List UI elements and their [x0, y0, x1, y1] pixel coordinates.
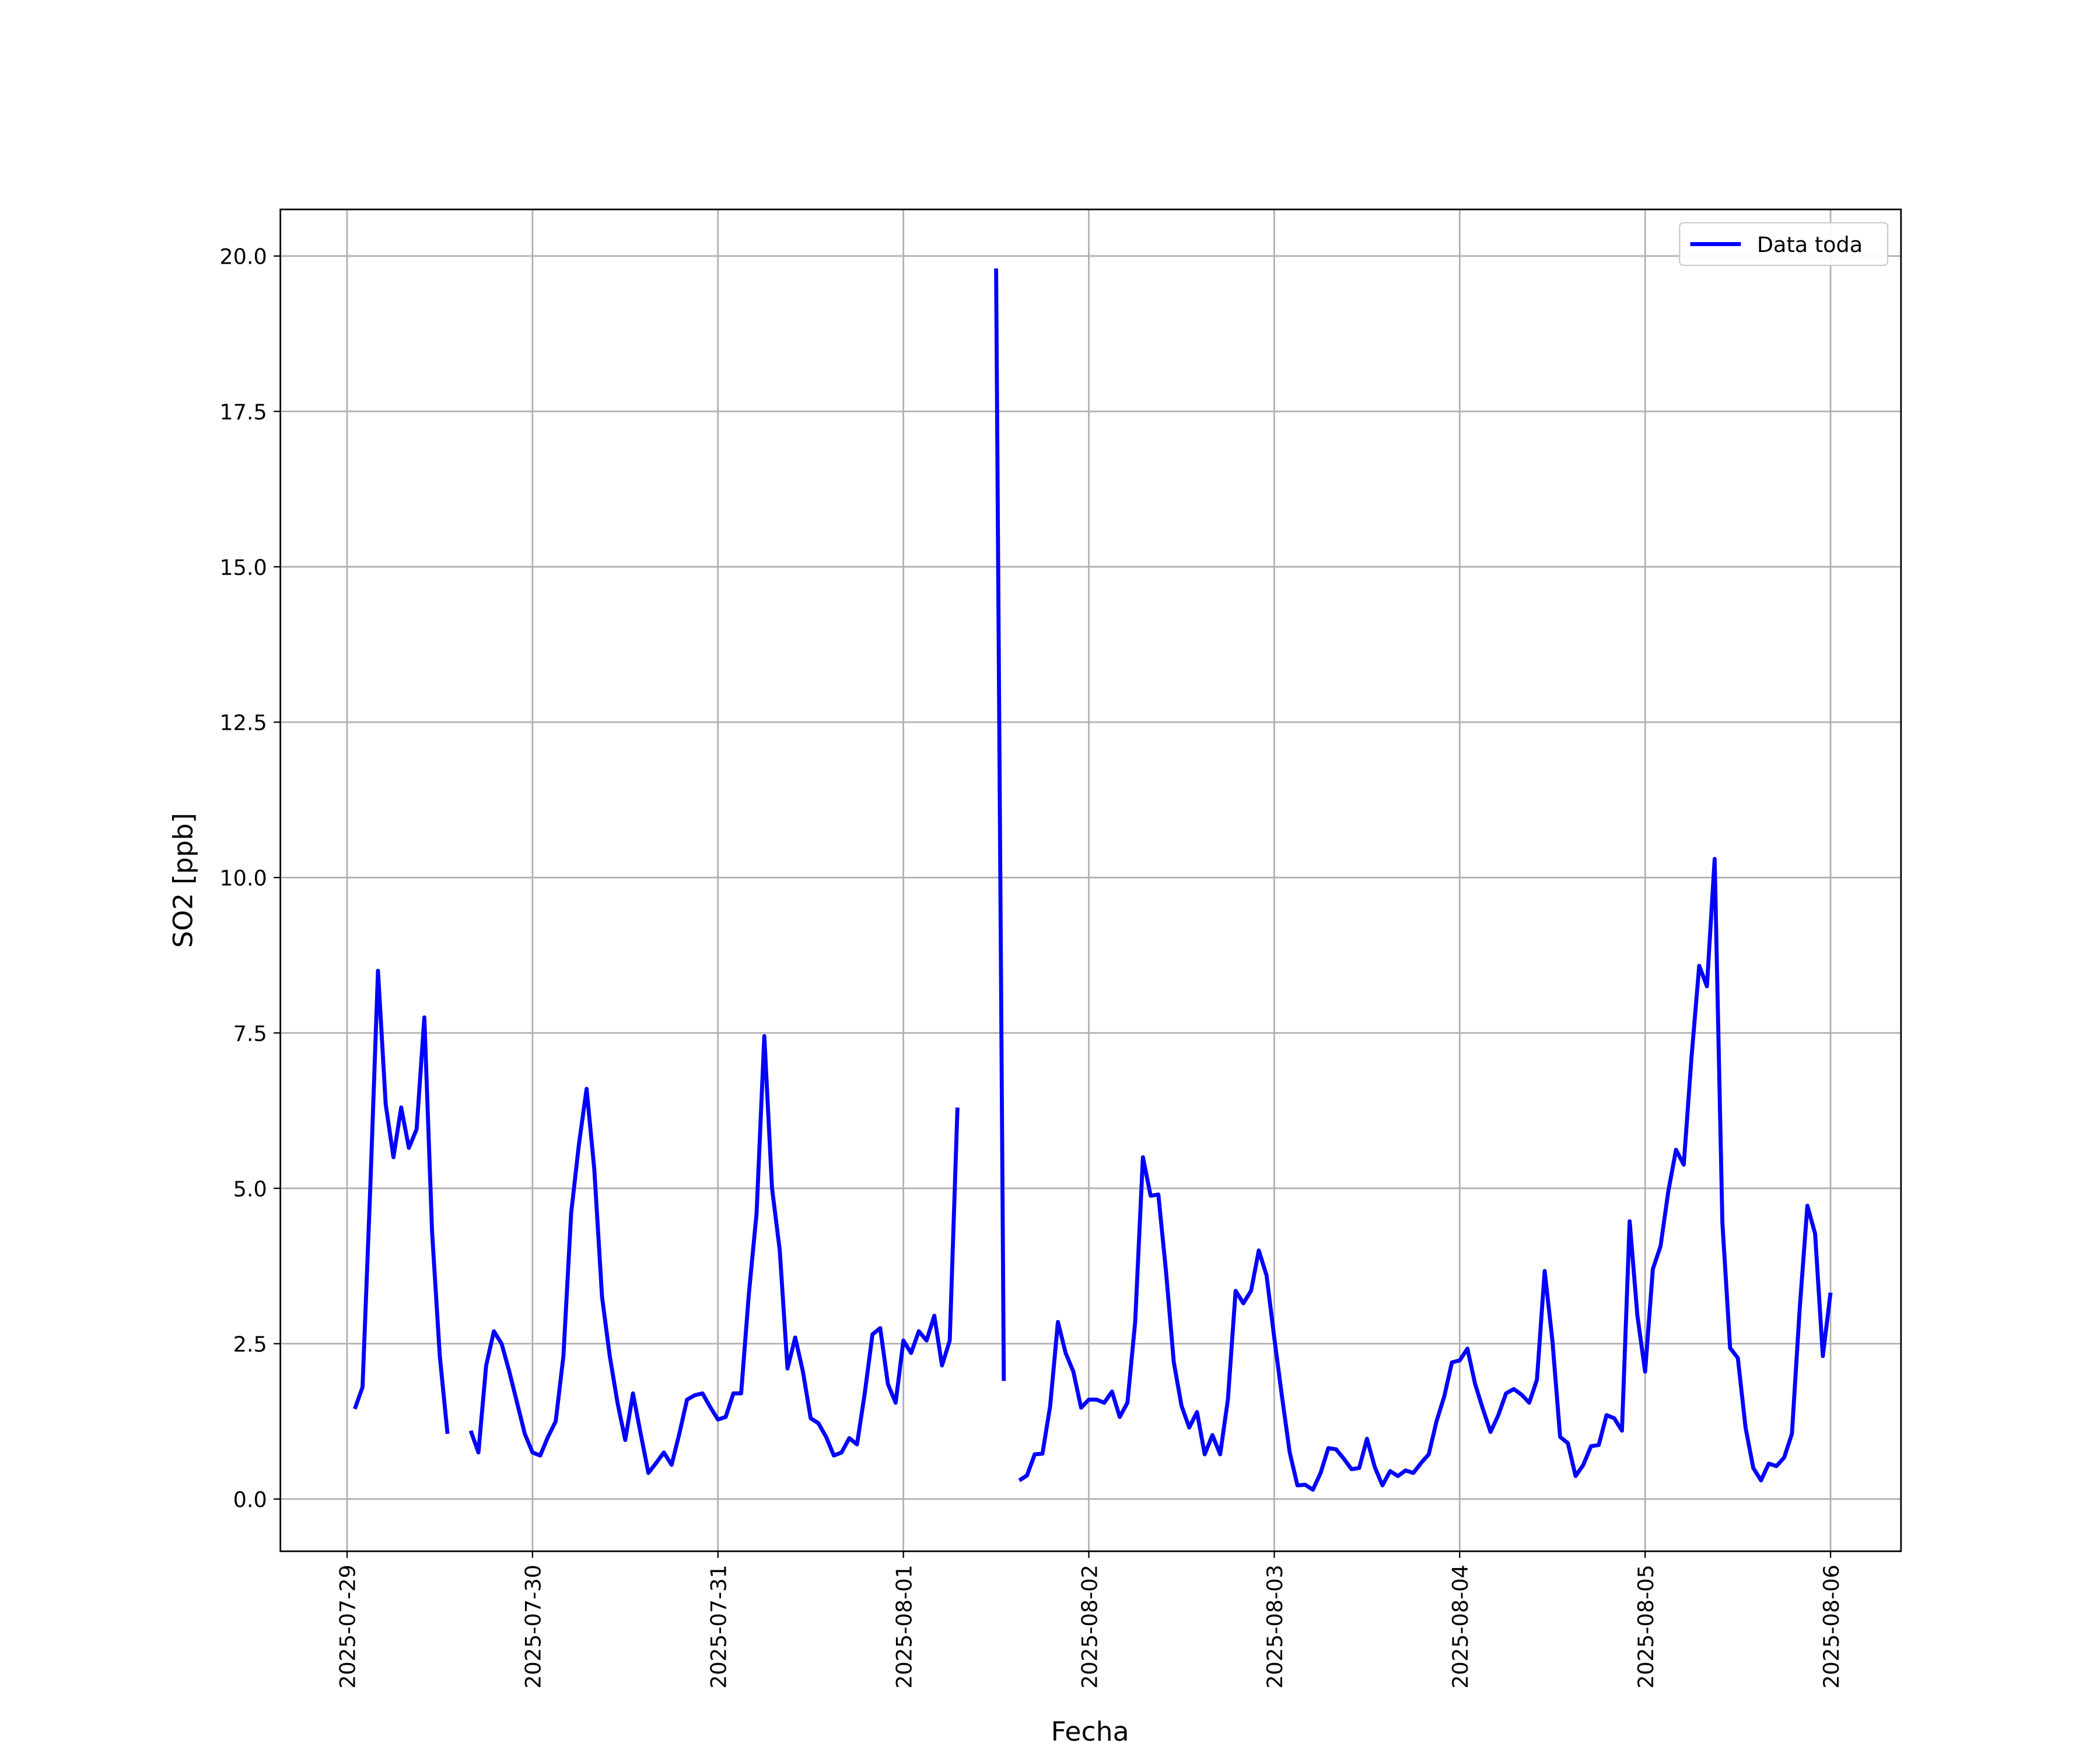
x-tick-label: 2025-08-06 — [1819, 1564, 1844, 1689]
y-tick-label: 0.0 — [233, 1488, 267, 1513]
y-tick-label: 15.0 — [219, 555, 267, 580]
y-tick-label: 2.5 — [233, 1332, 267, 1357]
data-line — [352, 268, 1833, 1492]
x-tick-label: 2025-08-02 — [1077, 1564, 1102, 1689]
background — [19, 0, 2081, 1750]
y-axis-label: SO2 [ppb] — [168, 813, 199, 947]
x-tick-label: 2025-08-03 — [1262, 1564, 1287, 1689]
x-tick-label: 2025-08-01 — [891, 1564, 916, 1689]
legend-label: Data toda — [1757, 232, 1863, 257]
y-tick-label: 17.5 — [219, 400, 267, 425]
y-tick-label: 5.0 — [233, 1177, 267, 1202]
x-tick-label: 2025-07-31 — [706, 1564, 731, 1689]
y-tick-label: 20.0 — [219, 244, 267, 270]
y-tick-label: 12.5 — [219, 710, 267, 736]
y-tick-label: 7.5 — [233, 1021, 267, 1046]
plot-frame — [279, 208, 1902, 1552]
legend: Data toda — [1679, 222, 1889, 267]
x-tick-label: 2025-07-30 — [521, 1564, 546, 1689]
x-axis-label: Fecha — [1051, 1716, 1129, 1747]
x-tick-label: 2025-08-04 — [1448, 1564, 1473, 1689]
x-tick-label: 2025-08-05 — [1633, 1564, 1658, 1689]
y-tick-label: 10.0 — [219, 866, 267, 891]
x-tick-label: 2025-07-29 — [335, 1564, 360, 1689]
legend-box — [1679, 222, 1889, 267]
